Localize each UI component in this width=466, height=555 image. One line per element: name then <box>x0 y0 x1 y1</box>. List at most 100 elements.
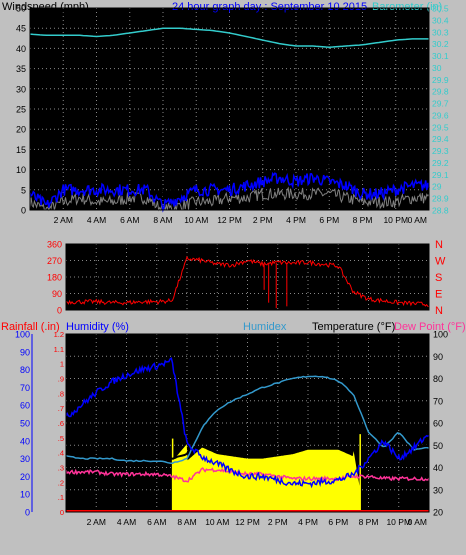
rainfall-axis-label: Rainfall (.in) <box>1 321 60 333</box>
windspeed-axis-label: Windspeed (mph) <box>2 1 89 13</box>
main-x-tick-label: 10 PM <box>386 517 411 527</box>
humidity-line <box>65 357 430 489</box>
humidity-axis-label: Humidity (%) <box>66 321 129 333</box>
humidity-tick-label: 80 <box>20 365 30 375</box>
wind-x-tick-label: 2 PM <box>253 215 273 225</box>
wind-y-tick-label: 20 <box>16 125 26 135</box>
barometer-tick-label: 29.3 <box>432 146 449 156</box>
temperature-tick-label: 100 <box>433 330 448 340</box>
barometer-tick-label: 30.5 <box>432 4 449 14</box>
humidity-tick-label: 60 <box>20 401 30 411</box>
humidex-line <box>65 375 430 464</box>
barometer-tick-label: 30.3 <box>432 27 449 37</box>
main-x-tick-label: 12 PM <box>235 517 260 527</box>
barometer-tick-label: 29.1 <box>432 170 449 180</box>
main-series <box>65 357 430 512</box>
barometer-tick-label: 30 <box>432 63 442 73</box>
main-x-tick-label: 6 AM <box>147 517 166 527</box>
humidity-tick-label: 10 <box>20 490 30 500</box>
barometer-tick-label: 28.8 <box>432 206 449 216</box>
temperature-tick-label: 40 <box>433 463 443 473</box>
solar-area <box>172 444 361 512</box>
main-x-tick-label: 2 AM <box>87 517 106 527</box>
wind-gust-line <box>29 146 430 204</box>
main-x-tick-label: 8 PM <box>359 517 379 527</box>
wind-frame <box>29 7 430 211</box>
direction-degree-label: 0 <box>57 306 62 316</box>
rainfall-tick-label: 0 <box>60 508 64 517</box>
wind-x-tick-label: 6 PM <box>319 215 339 225</box>
main-x-tick-label: 0 AM <box>408 517 427 527</box>
wind-y-tick-label: 15 <box>16 145 26 155</box>
temperature-tick-label: 30 <box>433 485 443 495</box>
barometer-tick-label: 29.9 <box>432 75 449 85</box>
main-axes: 0 .1 .2 .3 .4 .5 .6 .7 .8 .9 1 1.1 1.2 0 10 20 30 40 50 60 7… <box>15 330 448 528</box>
rainfall-tick-label: 1 <box>60 360 64 369</box>
rainfall-tick-label: .3 <box>58 464 64 473</box>
wind-y-tick-label: 10 <box>16 165 26 175</box>
temperature-line <box>65 366 430 460</box>
humidity-tick-label: 70 <box>20 383 30 393</box>
humidity-tick-label: 40 <box>20 436 30 446</box>
humidity-tick-label: 50 <box>20 419 30 429</box>
wind-y-tick-label: 35 <box>16 64 26 74</box>
barometer-tick-label: 30.4 <box>432 15 449 25</box>
temperature-tick-label: 80 <box>433 374 443 384</box>
temperature-tick-label: 50 <box>433 441 443 451</box>
direction-degree-label: 360 <box>47 240 62 250</box>
humidity-tick-label: 30 <box>20 454 30 464</box>
humidity-tick-label: 100 <box>15 330 30 340</box>
wind-x-tick-label: 10 PM <box>383 215 408 225</box>
wind-x-tick-label: 4 AM <box>87 215 106 225</box>
direction-compass-label: S <box>435 272 442 284</box>
main-x-tick-label: 2 PM <box>268 517 288 527</box>
direction-compass-label: N <box>435 239 443 251</box>
direction-frame <box>65 243 430 311</box>
direction-series <box>65 255 430 309</box>
main-x-tick-label: 4 AM <box>117 517 136 527</box>
dewpoint-line <box>65 467 430 483</box>
direction-compass-label: E <box>435 289 442 301</box>
wind-x-tick-label: 6 AM <box>120 215 139 225</box>
rainfall-tick-label: .4 <box>58 449 64 458</box>
temperature-tick-label: 20 <box>433 508 443 518</box>
main-x-tick-label: 4 PM <box>298 517 318 527</box>
wind-x-tick-label: 12 PM <box>217 215 242 225</box>
wind-y-tick-label: 50 <box>16 4 26 14</box>
main-frame <box>65 333 430 513</box>
wind-direction-line <box>65 255 430 308</box>
barometer-tick-label: 29.8 <box>432 87 449 97</box>
rainfall-tick-label: .8 <box>58 389 64 398</box>
temperature-axis-label: Temperature (°F) <box>312 321 395 333</box>
barometer-tick-label: 29 <box>432 182 442 192</box>
wind-low-line <box>29 186 430 212</box>
wind-y-tick-label: 0 <box>21 206 26 216</box>
barometer-axis-label: Barometer (in) <box>372 1 442 13</box>
direction-degree-label: 90 <box>52 289 62 299</box>
wind-chart-title: 24 hour graph day : September 10 2015 <box>172 1 367 13</box>
wind-y-tick-label: 40 <box>16 44 26 54</box>
main-x-tick-label: 8 AM <box>177 517 196 527</box>
wind-series <box>29 27 430 213</box>
rainfall-tick-label: 1.1 <box>54 345 64 354</box>
wind-y-tick-label: 5 <box>21 185 26 195</box>
temperature-tick-label: 70 <box>433 396 443 406</box>
wind-y-tick-label: 45 <box>16 24 26 34</box>
rainfall-tick-label: .6 <box>58 419 64 428</box>
direction-degree-label: 270 <box>47 256 62 266</box>
barometer-tick-label: 29.4 <box>432 134 449 144</box>
barometer-tick-label: 30.2 <box>432 39 449 49</box>
wind-y-tick-label: 25 <box>16 105 26 115</box>
wind-average-line <box>29 171 430 213</box>
rainfall-tick-label: .7 <box>58 404 64 413</box>
direction-degree-label: 180 <box>47 273 62 283</box>
rainfall-tick-label: .9 <box>58 375 64 384</box>
barometer-tick-label: 29.5 <box>432 122 449 132</box>
barometer-tick-label: 29.6 <box>432 110 449 120</box>
temperature-tick-label: 60 <box>433 419 443 429</box>
humidity-tick-label: 90 <box>20 347 30 357</box>
wind-axes: 0 5 10 15 20 25 30 35 40 45 50 28.8 28.9 29 29.1 29.2 29… <box>16 4 449 226</box>
humidity-tick-label: 20 <box>20 472 30 482</box>
